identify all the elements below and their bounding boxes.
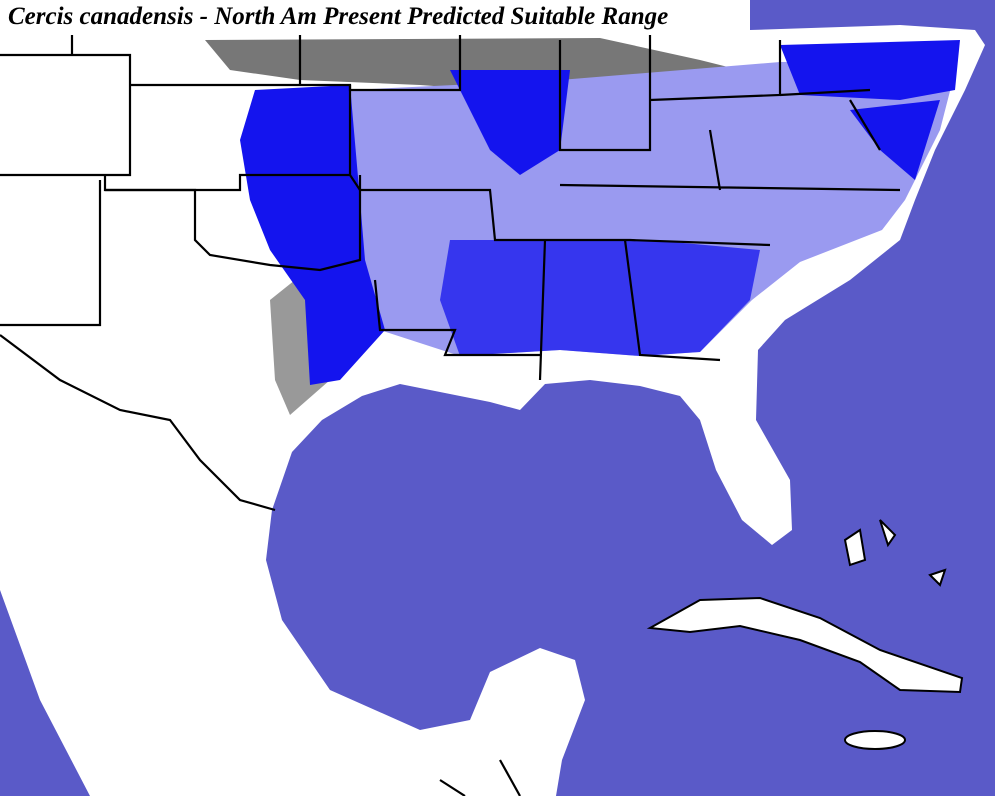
range-dark [240, 85, 385, 385]
map-title: Cercis canadensis - North Am Present Pre… [0, 0, 677, 34]
jamaica [844, 730, 906, 750]
range-dark [450, 70, 570, 175]
bahamas [843, 519, 947, 587]
cuba [646, 596, 964, 694]
range-dark [440, 240, 760, 356]
range-dark [780, 40, 960, 100]
borders [0, 35, 901, 796]
range-dark [850, 100, 940, 180]
